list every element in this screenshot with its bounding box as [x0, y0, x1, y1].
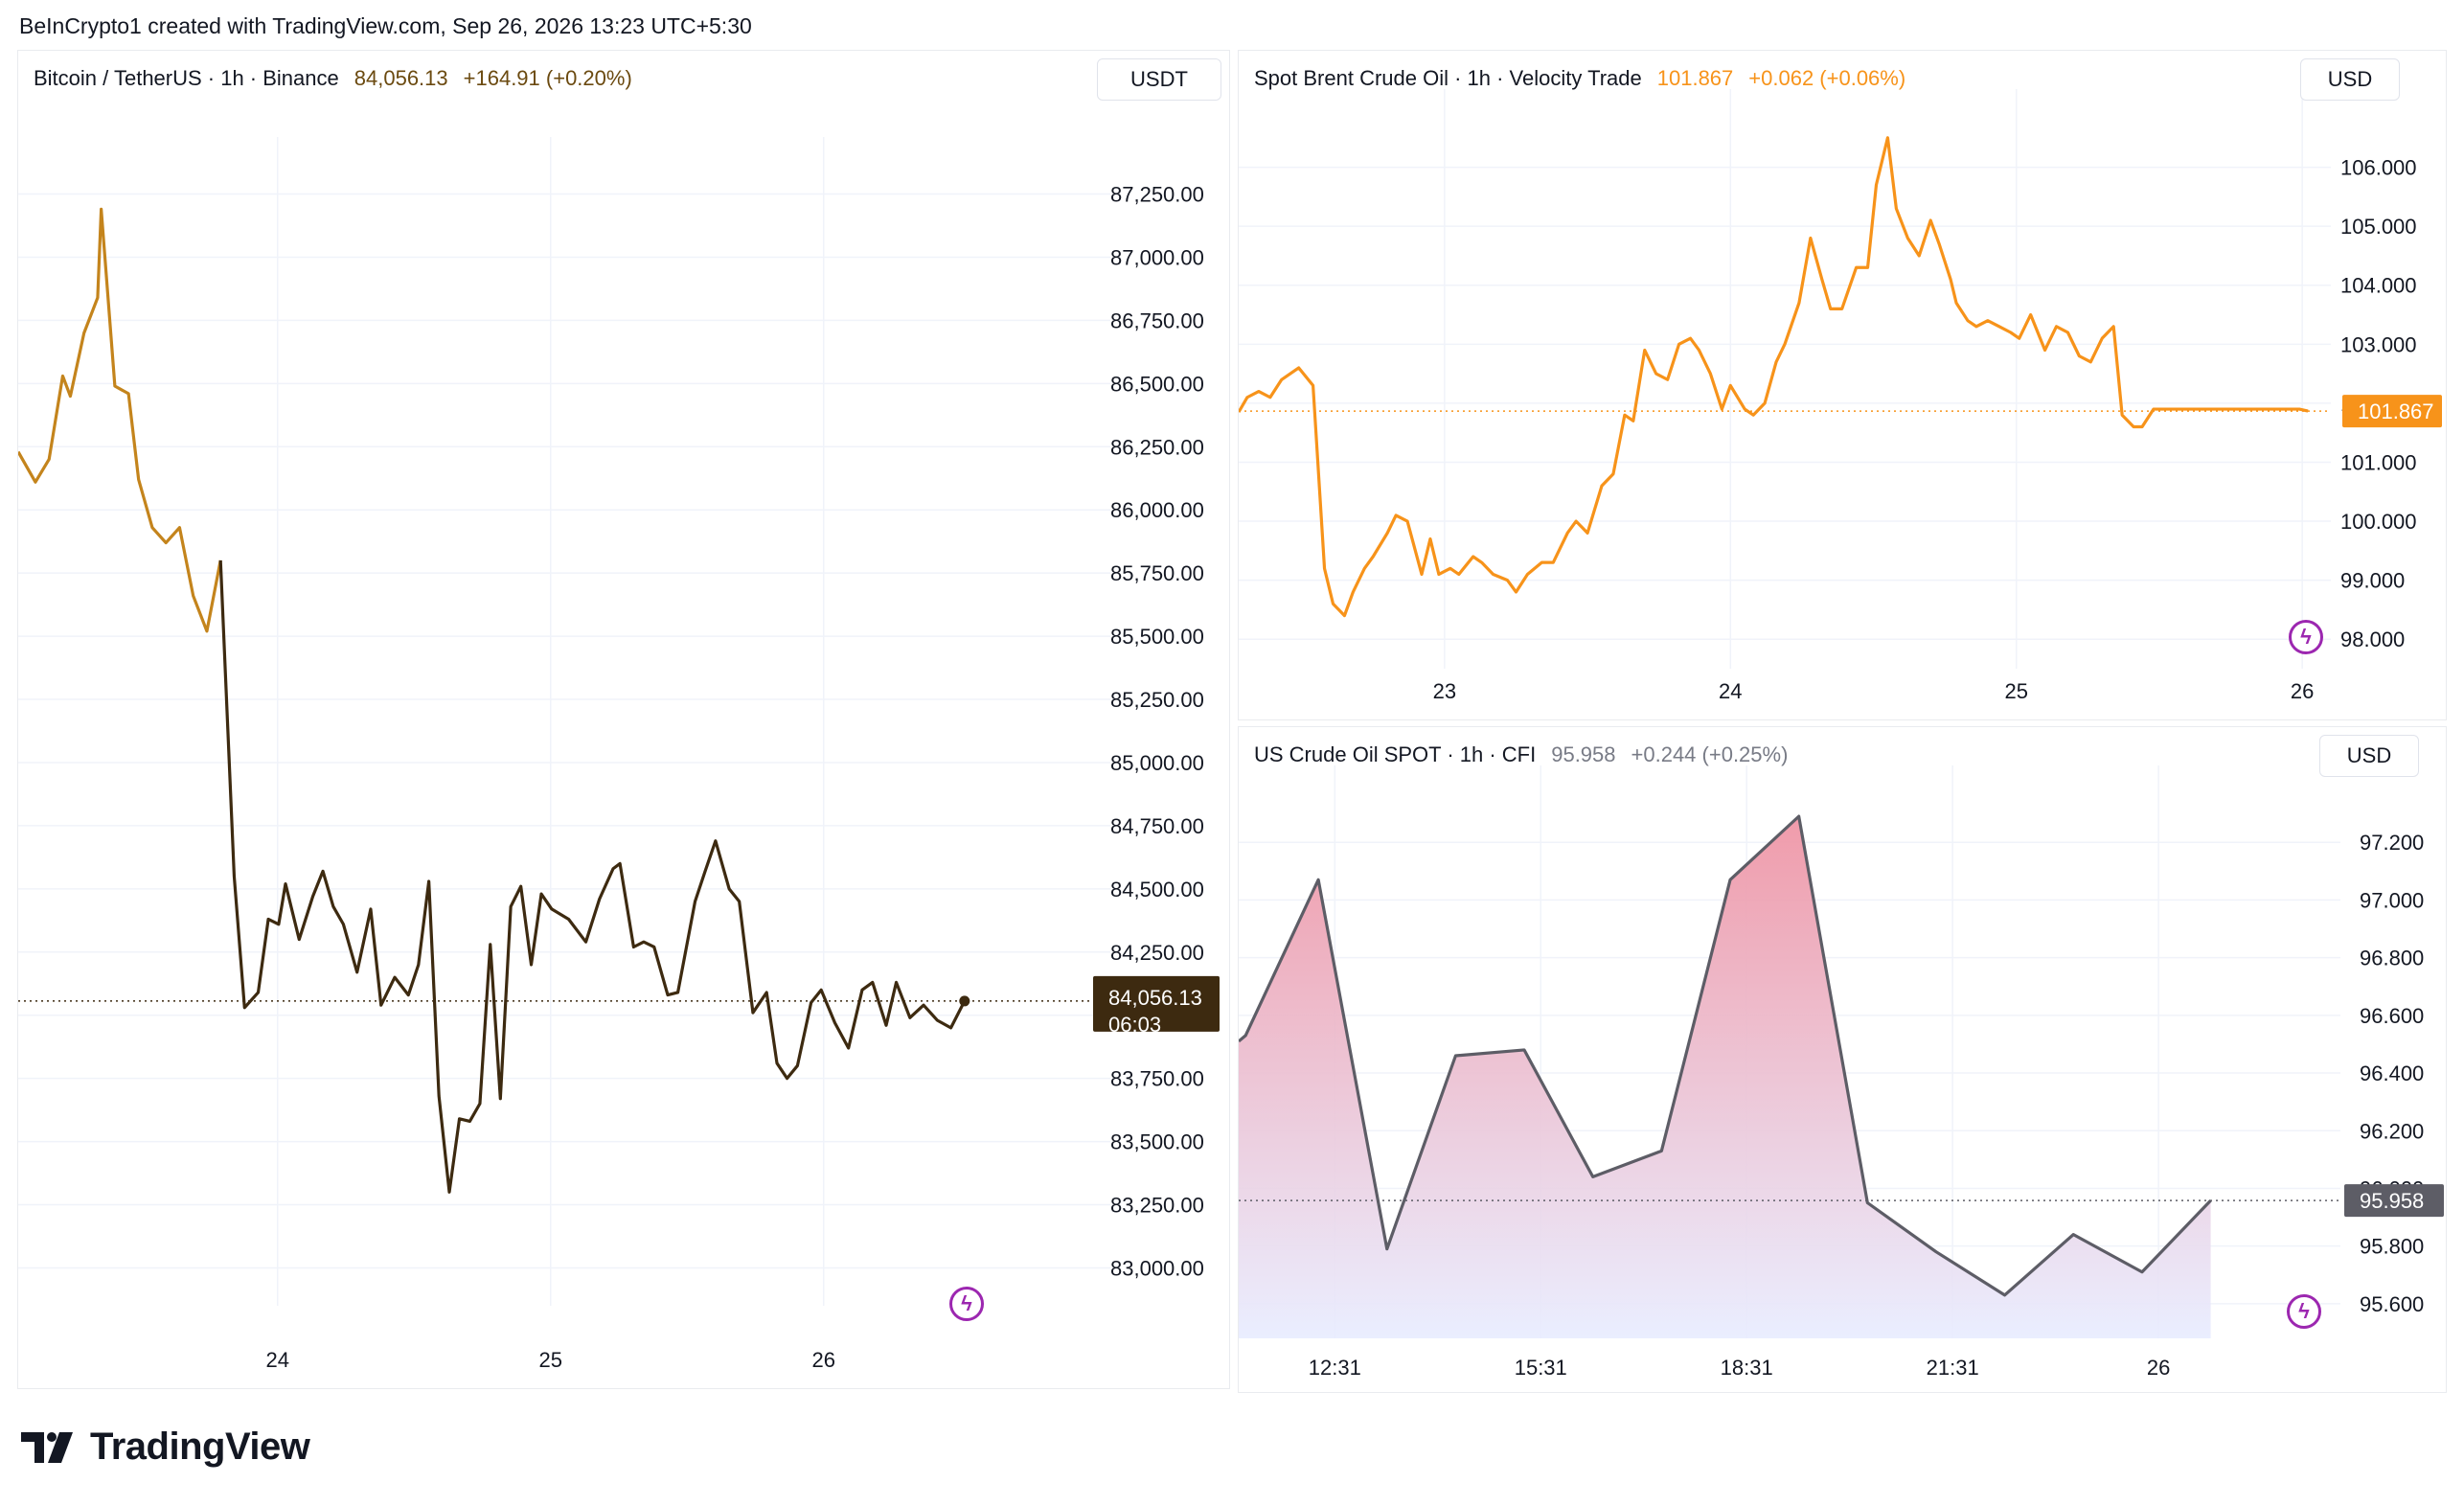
- y-tick-label: 105.000: [2340, 215, 2417, 239]
- x-tick-label: 26: [2291, 679, 2314, 703]
- tradingview-logo-icon: [21, 1431, 73, 1463]
- y-tick-label: 85,250.00: [1110, 688, 1204, 712]
- y-tick-label: 84,750.00: [1110, 814, 1204, 838]
- y-tick-label: 96.600: [2360, 1004, 2424, 1028]
- btc-price: 84,056.13: [354, 66, 448, 90]
- y-tick-label: 103.000: [2340, 332, 2417, 356]
- brent-chart-panel[interactable]: 98.00099.000100.000101.000102.000103.000…: [1238, 50, 2447, 720]
- x-tick-label: 25: [2004, 679, 2027, 703]
- x-tick-label: 12:31: [1309, 1356, 1361, 1380]
- x-tick-label: 18:31: [1721, 1356, 1773, 1380]
- wti-currency-button[interactable]: USD: [2319, 735, 2419, 777]
- y-tick-label: 84,500.00: [1110, 878, 1204, 901]
- last-price-badge-text: 95.958: [2360, 1189, 2424, 1213]
- area-fill: [1239, 816, 2211, 1338]
- btc-currency-button[interactable]: USDT: [1097, 58, 1221, 101]
- brent-price: 101.867: [1656, 66, 1734, 90]
- series-line: [1239, 136, 2309, 618]
- wti-legend: US Crude Oil SPOT · 1h · CFI 95.958 +0.2…: [1254, 742, 1788, 767]
- y-tick-label: 97.200: [2360, 831, 2424, 855]
- wti-symbol-label: US Crude Oil SPOT · 1h · CFI: [1254, 742, 1537, 766]
- countdown-text: 06:03: [1108, 1013, 1161, 1037]
- y-tick-label: 83,250.00: [1110, 1194, 1204, 1218]
- y-tick-label: 95.800: [2360, 1235, 2424, 1259]
- y-tick-label: 106.000: [2340, 156, 2417, 180]
- brent-currency-button[interactable]: USD: [2300, 58, 2400, 101]
- wti-price: 95.958: [1551, 742, 1616, 766]
- btc-chart-svg[interactable]: 83,000.00 83,250.00 83,500.00 83,750.00 84,0…: [18, 51, 1231, 1390]
- series-line: [218, 559, 967, 1194]
- last-price-badge: [2344, 1184, 2444, 1218]
- series-line: [1239, 814, 2212, 1297]
- btc-legend: Bitcoin / TetherUS · 1h · Binance 84,056…: [34, 66, 632, 91]
- x-tick-label: 25: [539, 1348, 562, 1372]
- y-tick-label: 96.200: [2360, 1119, 2424, 1143]
- y-tick-label: 85,500.00: [1110, 625, 1204, 649]
- x-tick-label: 24: [266, 1348, 289, 1372]
- brent-symbol-label: Spot Brent Crude Oil · 1h · Velocity Tra…: [1254, 66, 1642, 90]
- btc-chart-panel[interactable]: 83,000.00 83,250.00 83,500.00 83,750.00 84,0…: [17, 50, 1230, 1389]
- y-tick-label: 86,750.00: [1110, 308, 1204, 332]
- x-tick-label: 15:31: [1515, 1356, 1567, 1380]
- y-tick-label: 84,250.00: [1110, 941, 1204, 965]
- y-tick-label: 86,000.00: [1110, 498, 1204, 522]
- wti-chart-panel[interactable]: 95.60095.80096.00096.20096.40096.60096.8…: [1238, 726, 2447, 1393]
- y-tick-label: 85,000.00: [1110, 751, 1204, 775]
- x-tick-label: 23: [1433, 679, 1456, 703]
- series-line: [18, 207, 222, 633]
- y-tick-label: 86,250.00: [1110, 435, 1204, 459]
- tradingview-wordmark: TradingView: [90, 1426, 310, 1468]
- x-tick-label: 21:31: [1927, 1356, 1979, 1380]
- last-price-badge: [2342, 395, 2442, 428]
- btc-change: +164.91 (+0.20%): [463, 66, 632, 90]
- y-tick-label: 98.000: [2340, 628, 2405, 651]
- y-tick-label: 104.000: [2340, 274, 2417, 298]
- wti-chart-svg[interactable]: 95.60095.80096.00096.20096.40096.60096.8…: [1239, 727, 2448, 1394]
- lightning-icon[interactable]: ϟ: [2287, 1294, 2321, 1329]
- y-tick-label: 86,500.00: [1110, 372, 1204, 396]
- x-tick-label: 26: [2147, 1356, 2170, 1380]
- y-tick-label: 96.800: [2360, 947, 2424, 970]
- tradingview-logo[interactable]: TradingView: [19, 1426, 310, 1469]
- y-tick-label: 101.000: [2340, 450, 2417, 474]
- last-price-badge-text: 101.867: [2358, 399, 2434, 423]
- last-point-marker: [959, 995, 970, 1007]
- chart-credit: BeInCrypto1 created with TradingView.com…: [19, 13, 752, 38]
- y-tick-label: 95.600: [2360, 1292, 2424, 1316]
- x-tick-label: 26: [812, 1348, 835, 1372]
- y-tick-label: 83,750.00: [1110, 1067, 1204, 1091]
- brent-change: +0.062 (+0.06%): [1748, 66, 1906, 90]
- last-price-badge: [1093, 975, 1220, 1032]
- x-tick-label: 24: [1719, 679, 1742, 703]
- lightning-icon[interactable]: ϟ: [2289, 620, 2323, 654]
- wti-change: +0.244 (+0.25%): [1631, 742, 1789, 766]
- last-price-badge-text: 84,056.13: [1108, 986, 1202, 1010]
- brent-chart-svg[interactable]: 98.00099.000100.000101.000102.000103.000…: [1239, 51, 2448, 721]
- y-tick-label: 97.000: [2360, 888, 2424, 912]
- y-tick-label: 83,000.00: [1110, 1256, 1204, 1280]
- y-tick-label: 83,500.00: [1110, 1130, 1204, 1154]
- lightning-icon[interactable]: ϟ: [949, 1287, 984, 1321]
- btc-symbol-label: Bitcoin / TetherUS · 1h · Binance: [34, 66, 339, 90]
- y-tick-label: 100.000: [2340, 510, 2417, 534]
- y-tick-label: 87,000.00: [1110, 245, 1204, 269]
- y-tick-label: 85,750.00: [1110, 561, 1204, 585]
- y-tick-label: 99.000: [2340, 569, 2405, 593]
- y-tick-label: 96.400: [2360, 1061, 2424, 1085]
- y-tick-label: 87,250.00: [1110, 183, 1204, 207]
- brent-legend: Spot Brent Crude Oil · 1h · Velocity Tra…: [1254, 66, 1905, 91]
